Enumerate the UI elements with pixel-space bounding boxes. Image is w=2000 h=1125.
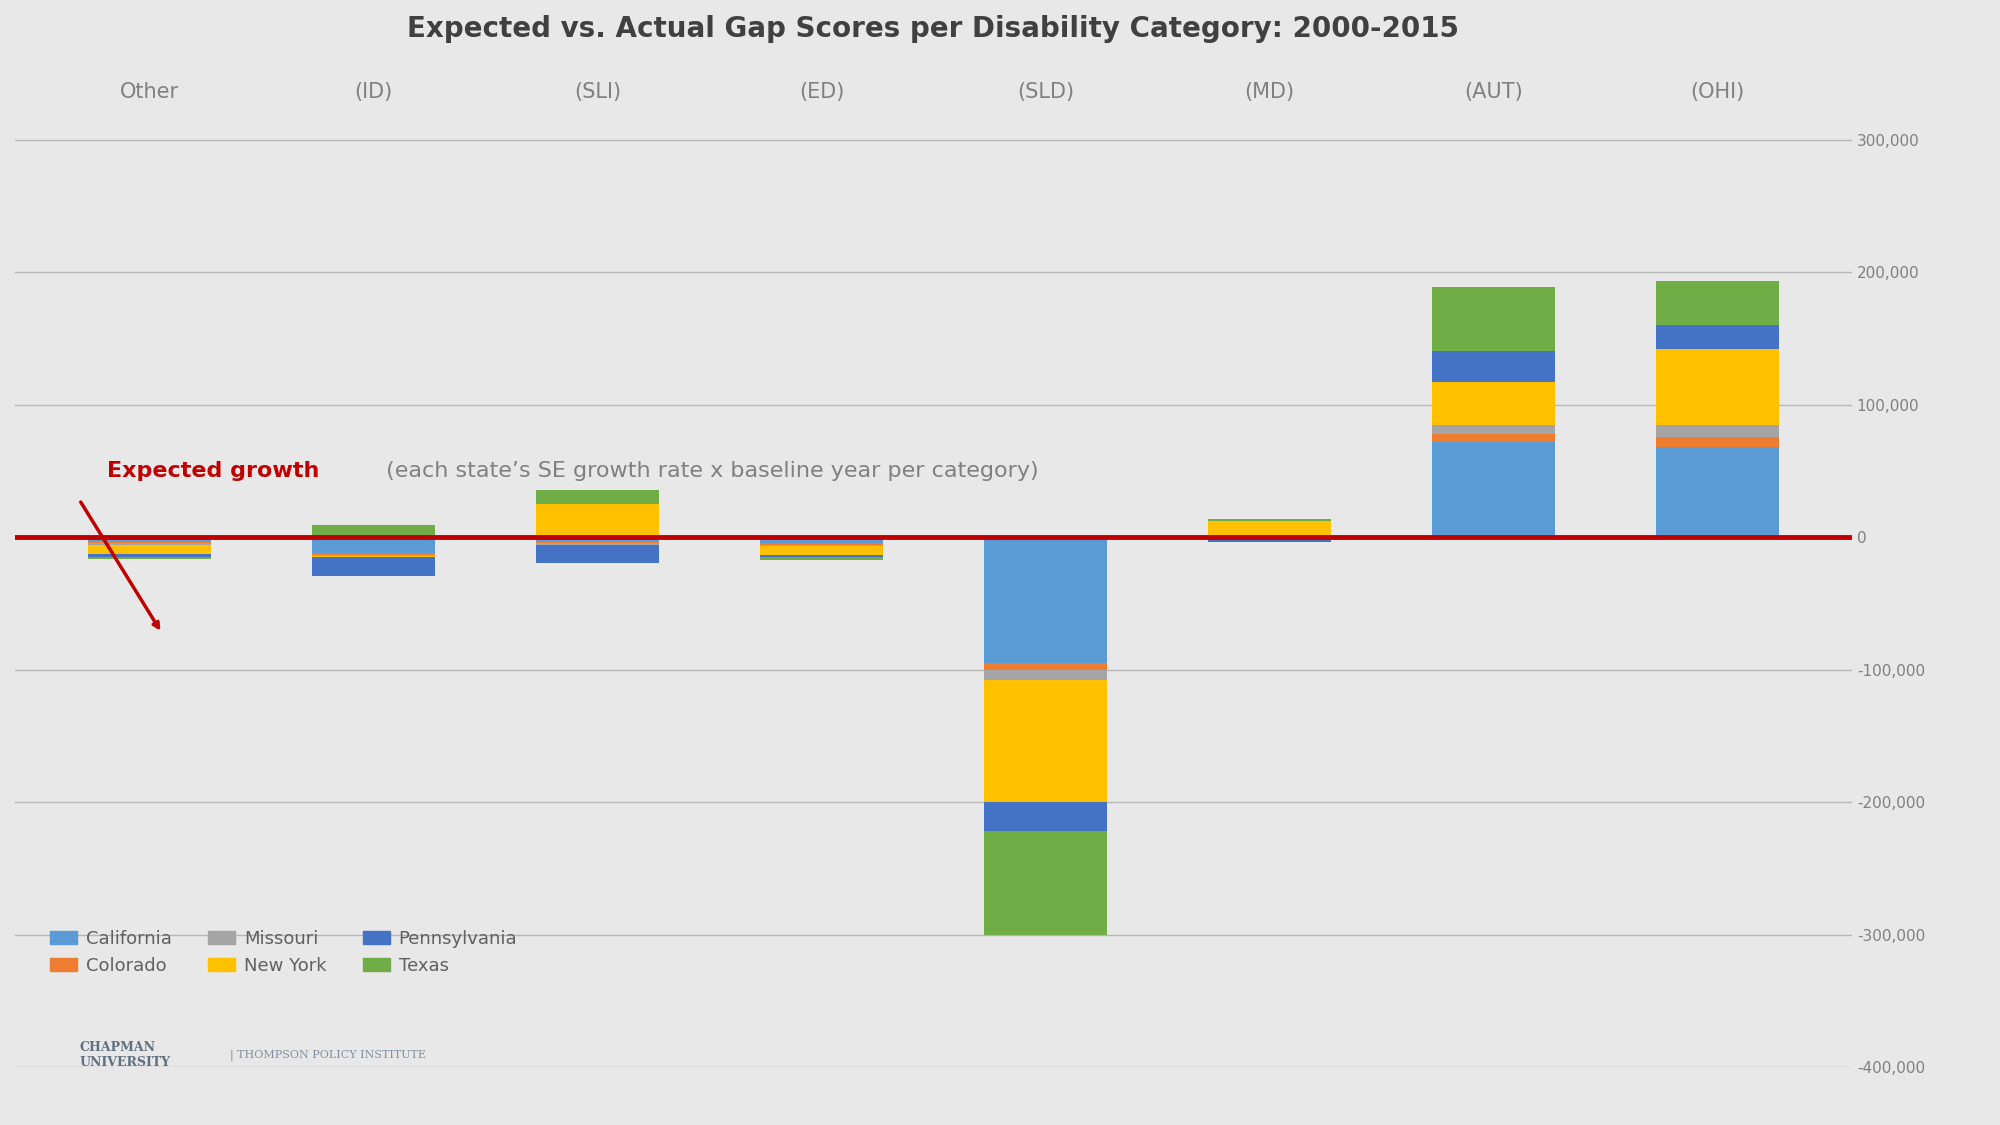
Bar <box>1432 287 1556 351</box>
Text: Expected growth: Expected growth <box>106 460 320 480</box>
Bar <box>1208 538 1332 539</box>
Bar <box>760 557 884 560</box>
Title: Expected vs. Actual Gap Scores per Disability Category: 2000-2015: Expected vs. Actual Gap Scores per Disab… <box>408 15 1460 43</box>
Bar <box>536 541 660 543</box>
Bar <box>1656 425 1780 436</box>
Bar <box>88 557 212 559</box>
Bar <box>1432 382 1556 425</box>
Bar <box>1208 521 1332 538</box>
Bar <box>88 541 212 543</box>
Bar <box>760 546 884 556</box>
Bar <box>88 543 212 544</box>
Bar <box>1208 540 1332 541</box>
Bar <box>1656 281 1780 325</box>
Bar <box>312 556 436 557</box>
Bar <box>984 538 1108 663</box>
Bar <box>984 669 1108 681</box>
Bar <box>536 544 660 564</box>
Bar <box>312 554 436 555</box>
Bar <box>1432 351 1556 382</box>
Bar <box>984 831 1108 935</box>
Bar <box>536 543 660 544</box>
Bar <box>984 802 1108 831</box>
Bar <box>760 556 884 557</box>
Bar <box>312 555 436 556</box>
Bar <box>760 544 884 546</box>
Bar <box>1432 434 1556 442</box>
Bar <box>1656 436 1780 448</box>
Bar <box>312 538 436 554</box>
Text: (each state’s SE growth rate x baseline year per category): (each state’s SE growth rate x baseline … <box>378 460 1038 480</box>
Bar <box>984 681 1108 802</box>
Bar <box>1432 425 1556 434</box>
Bar <box>536 489 660 504</box>
Bar <box>1656 448 1780 538</box>
Legend: California, Colorado, Missouri, New York, Pennsylvania, Texas: California, Colorado, Missouri, New York… <box>42 922 524 982</box>
Bar <box>536 504 660 538</box>
Bar <box>1656 325 1780 349</box>
Bar <box>760 538 884 542</box>
Text: | THOMPSON POLICY INSTITUTE: | THOMPSON POLICY INSTITUTE <box>230 1050 426 1061</box>
Bar <box>88 544 212 554</box>
Bar <box>1208 520 1332 521</box>
Bar <box>536 538 660 541</box>
Bar <box>760 542 884 544</box>
Bar <box>88 538 212 541</box>
Bar <box>88 554 212 557</box>
Bar <box>984 663 1108 669</box>
Bar <box>312 557 436 576</box>
Bar <box>1432 442 1556 538</box>
Bar <box>312 525 436 538</box>
Text: CHAPMAN
UNIVERSITY: CHAPMAN UNIVERSITY <box>80 1042 172 1069</box>
Bar <box>1656 349 1780 425</box>
